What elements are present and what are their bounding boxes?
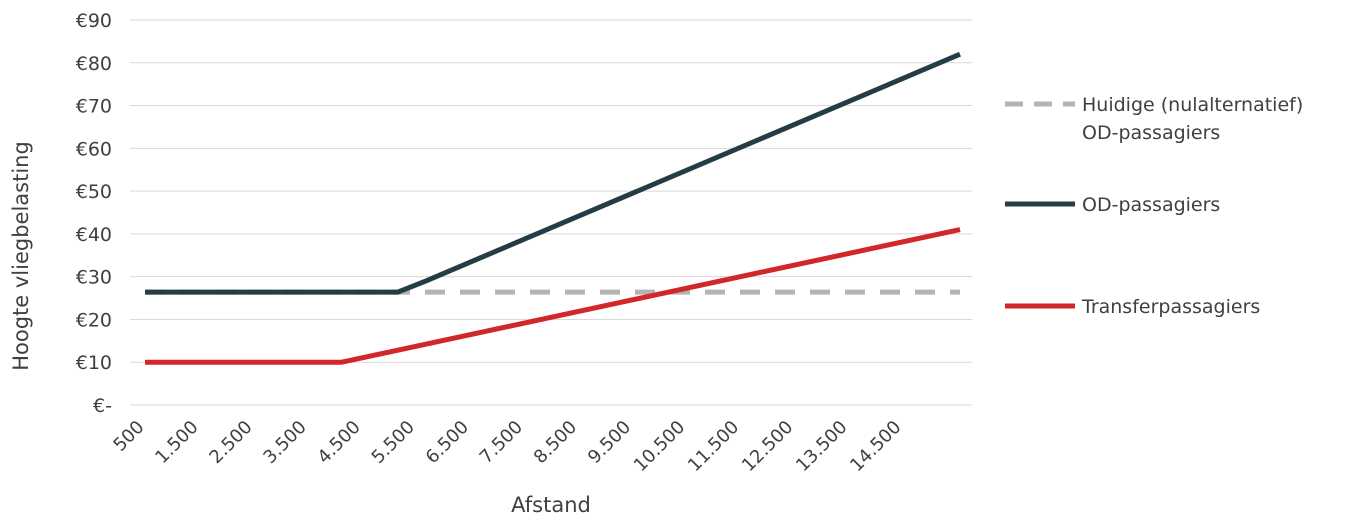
y-tick-label: €70	[76, 96, 112, 118]
series-line	[145, 227, 961, 365]
x-tick-label: 500	[109, 417, 148, 456]
x-tick-label: 6.500	[422, 417, 473, 468]
series-lines	[145, 51, 961, 365]
x-tick-label: 3.500	[259, 417, 310, 468]
y-tick-label: €80	[76, 53, 112, 75]
y-axis-title: Hoogte vliegbelasting	[9, 141, 33, 371]
y-tick-label: €40	[76, 224, 112, 246]
legend-label: OD-passagiers	[1082, 122, 1220, 144]
x-tick-label: 11.500	[684, 417, 743, 476]
y-tick-label: €90	[76, 10, 112, 32]
x-axis-title: Afstand	[511, 493, 591, 517]
x-tick-label: 13.500	[792, 417, 851, 476]
legend-label: OD-passagiers	[1082, 194, 1220, 216]
y-tick-label: €30	[76, 267, 112, 289]
x-tick-label: 12.500	[738, 417, 797, 476]
legend: Huidige (nulalternatief) OD-passagiers OD-…	[1005, 94, 1303, 318]
x-tick-label: 5.500	[368, 417, 419, 468]
x-tick-label: 9.500	[584, 417, 635, 468]
y-tick-label: €20	[76, 309, 112, 331]
x-tick-label: 2.500	[205, 417, 256, 468]
gridlines	[130, 19, 972, 406]
y-tick-label: €-	[93, 395, 112, 417]
y-tick-label: €60	[76, 138, 112, 160]
y-tick-label: €10	[76, 352, 112, 374]
x-tick-label: 10.500	[630, 417, 689, 476]
x-tick-label: 1.500	[151, 417, 202, 468]
x-tick-label: 4.500	[314, 417, 365, 468]
legend-label: Transferpassagiers	[1081, 296, 1260, 318]
x-tick-label: 7.500	[476, 417, 527, 468]
x-axis-ticks: 500 1.500 2.500 3.500 4.500 5.500 6.500 7.500 8.…	[109, 417, 905, 476]
x-tick-label: 14.500	[846, 417, 905, 476]
y-tick-label: €50	[76, 181, 112, 203]
series-line	[145, 51, 961, 295]
legend-label: Huidige (nulalternatief)	[1082, 94, 1303, 116]
y-axis-ticks: €- €10 €20 €30 €40 €50 €60 €70 €80 €90	[76, 10, 112, 417]
x-tick-label: 8.500	[530, 417, 581, 468]
